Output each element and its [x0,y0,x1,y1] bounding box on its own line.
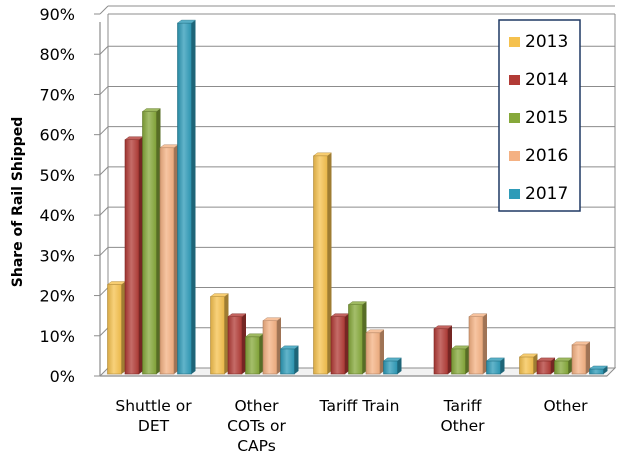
legend-label: 2017 [525,184,568,204]
y-tick-label: 40% [39,206,75,225]
x-category-label: Tariff Other [440,397,485,435]
gridline-side [99,5,109,15]
bar-2016-4 [571,341,591,375]
bar-2014-0 [124,136,144,375]
bar-2013-1 [209,293,230,375]
bar-2017-1 [279,345,300,375]
bar-2016-0 [159,144,179,375]
legend-swatch [509,75,520,85]
y-tick-label: 80% [39,45,75,64]
legend-label: 2015 [525,108,568,128]
bar-2016-1 [262,317,282,375]
legend-swatch [509,189,520,199]
gridline-side [99,86,109,95]
y-axis-label: Share of Rail Shipped [10,117,26,287]
bar-2015-4 [553,357,574,375]
gridline-side [99,45,109,55]
bar-2013-4 [518,353,539,375]
y-tick-label: 30% [39,246,75,265]
bar-2017-2 [382,357,403,375]
x-category-label: Other COTs or CAPs [227,397,286,455]
y-tick-labels: 0% 10% 20% 30% 40% 50% 60% 70% 80% 90% [39,5,75,386]
y-tick-label: 0% [50,367,75,386]
legend-item-2013: 2013 [509,32,568,52]
bar-2017-0 [176,19,197,375]
bars [106,19,609,375]
y-tick-label: 10% [39,327,75,346]
bar-2016-3 [468,313,488,375]
y-tick-label: 70% [39,85,75,104]
bar-2015-3 [450,345,471,375]
legend-swatch [509,151,520,161]
bar-2013-2 [312,152,333,375]
legend-swatch [509,37,520,47]
legend-swatch [509,113,520,123]
legend: 2013 2014 2015 2016 2017 [498,19,581,212]
legend-item-2016: 2016 [509,146,568,166]
y-tick-label: 50% [39,166,75,185]
y-tick-label: 20% [39,287,75,306]
gridline-side [99,166,109,176]
gridline-side [99,206,109,216]
bar-2014-2 [330,313,350,375]
gridline-side [99,287,109,296]
legend-item-2017: 2017 [509,184,568,204]
bar-2016-2 [365,329,385,375]
x-category-label: Tariff Train [319,397,400,415]
bar-2015-0 [141,108,162,375]
legend-label: 2013 [525,32,568,52]
legend-item-2015: 2015 [509,108,568,128]
gridline-side [99,246,109,256]
bar-2013-0 [106,281,127,375]
legend-label: 2016 [525,146,568,166]
bar-2015-1 [244,333,265,375]
bar-2014-3 [433,325,453,375]
x-category-labels: Shuttle or DET Other COTs or CAPs Tariff Trai… [115,397,588,455]
x-category-label: Shuttle or DET [115,397,192,435]
x-category-label: Other [543,397,588,415]
legend-item-2014: 2014 [509,70,568,90]
bar-2017-4 [588,365,609,375]
bar-2015-2 [347,301,368,375]
legend-label: 2014 [525,70,568,90]
y-tick-label: 60% [39,126,75,145]
gridline-side [99,126,109,136]
bar-2017-3 [485,357,506,375]
y-tick-label: 90% [39,5,75,24]
bar-2014-1 [227,313,247,375]
gridline-side [99,327,109,337]
bar-2014-4 [536,357,556,375]
